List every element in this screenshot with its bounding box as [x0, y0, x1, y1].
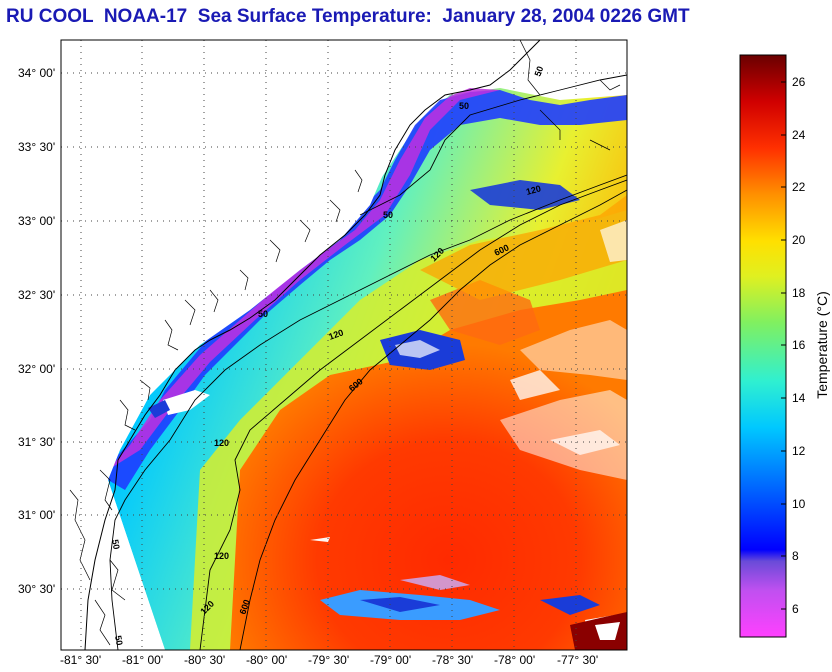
contour-label: 120: [525, 183, 542, 197]
lon-tick-label: -79° 30': [308, 653, 349, 667]
lon-tick-label: -78° 00': [494, 653, 535, 667]
contour-label: 50: [459, 101, 469, 111]
contour-label: 50: [532, 65, 545, 78]
contour-label: 50: [383, 210, 393, 220]
lon-tick-label: -77° 30': [557, 653, 598, 667]
colorbar-tick-label: 22: [792, 180, 806, 194]
lon-tick-label: -81° 30': [60, 653, 101, 667]
contour-label: 120: [214, 438, 229, 448]
lat-tick-label: 34° 00': [18, 66, 55, 80]
lon-tick-label: -80° 00': [246, 653, 287, 667]
latitude-ticks: 34° 00' 33° 30' 33° 00' 32° 30' 32° 00' …: [18, 66, 55, 596]
colorbar-tick-label: 14: [792, 391, 806, 405]
lon-tick-label: -81° 00': [122, 653, 163, 667]
page-title: RU COOL NOAA-17 Sea Surface Temperature:…: [6, 6, 690, 27]
colorbar-label: Temperature (°C): [814, 291, 830, 399]
lat-tick-label: 33° 30': [18, 140, 55, 154]
contour-label: 50: [113, 635, 125, 647]
colorbar-tick-label: 26: [792, 75, 806, 89]
contour-labels: 50 50 50 50 50 50 120 120 120 120 120 12…: [110, 65, 545, 646]
sst-image: [61, 40, 627, 650]
colorbar-tick-label: 20: [792, 233, 806, 247]
contour-label: 120: [214, 551, 229, 561]
contour-label: 120: [327, 327, 345, 342]
lat-tick-label: 32° 00': [18, 362, 55, 376]
lon-tick-label: -78° 30': [432, 653, 473, 667]
colorbar-ticks: [781, 81, 786, 610]
colorbar-scale: [739, 54, 787, 638]
colorbar-tick-label: 6: [792, 602, 799, 616]
contour-label: 600: [237, 598, 252, 616]
lat-tick-label: 31° 30': [18, 435, 55, 449]
map-frame: [60, 39, 628, 651]
contour-label: 50: [258, 309, 268, 319]
lat-tick-label: 32° 30': [18, 288, 55, 302]
longitude-ticks: -81° 30' -81° 00' -80° 30' -80° 00' -79°…: [60, 653, 598, 667]
contour-label: 50: [110, 539, 122, 551]
lon-tick-label: -80° 30': [184, 653, 225, 667]
lat-tick-label: 30° 30': [18, 582, 55, 596]
colorbar-tick-label: 12: [792, 444, 806, 458]
colorbar-tick-label: 16: [792, 338, 806, 352]
colorbar-tick-label: 18: [792, 286, 806, 300]
colorbar-tick-label: 10: [792, 497, 806, 511]
colorbar-tick-label: 8: [792, 549, 799, 563]
colorbar: 26 24 22 20 18 16 14 12 10 8 6 Temperatu…: [739, 54, 830, 638]
lon-tick-label: -79° 00': [370, 653, 411, 667]
colorbar-tick-label: 24: [792, 128, 806, 142]
lat-tick-label: 33° 00': [18, 214, 55, 228]
lat-tick-label: 31° 00': [18, 508, 55, 522]
map-grid: [61, 40, 627, 650]
